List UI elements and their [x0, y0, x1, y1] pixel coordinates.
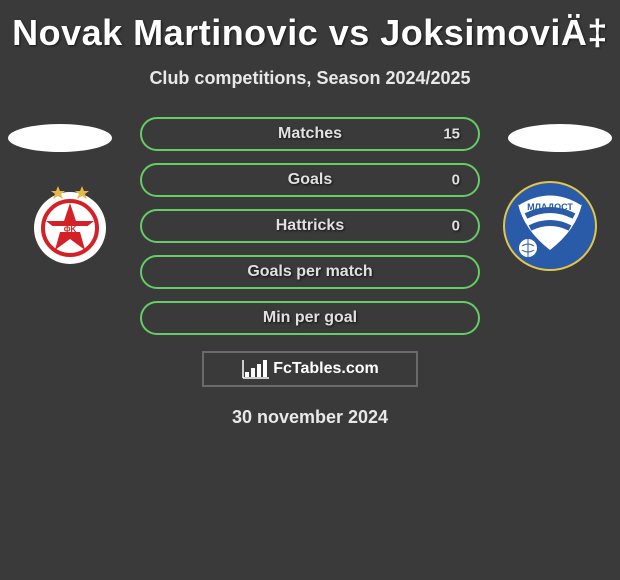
club-right-crest: МЛАДОСТ [498, 180, 602, 272]
stat-label: Goals [288, 171, 332, 189]
stat-row: Goals 0 [140, 163, 480, 197]
svg-text:ФK: ФK [64, 225, 77, 234]
bar-chart-icon [241, 358, 271, 380]
player-right-ellipse [508, 124, 612, 152]
brand-box[interactable]: FcTables.com [202, 351, 418, 387]
stat-row: Goals per match [140, 255, 480, 289]
stat-right-value: 0 [452, 218, 460, 235]
stat-right-value: 0 [452, 172, 460, 189]
subtitle: Club competitions, Season 2024/2025 [0, 68, 620, 89]
stat-right-value: 15 [443, 126, 460, 143]
stat-label: Hattricks [276, 217, 344, 235]
stat-row: Matches 15 [140, 117, 480, 151]
club-left-crest: ФK [18, 176, 122, 264]
stat-row: Hattricks 0 [140, 209, 480, 243]
player-left-ellipse [8, 124, 112, 152]
page-title: Novak Martinovic vs JoksimoviÄ‡ [0, 0, 620, 54]
brand-name: FcTables.com [273, 360, 379, 378]
stat-label: Min per goal [263, 309, 357, 327]
stat-label: Goals per match [247, 263, 372, 281]
stat-label: Matches [278, 125, 342, 143]
stat-row: Min per goal [140, 301, 480, 335]
date-text: 30 november 2024 [0, 407, 620, 428]
svg-text:МЛАДОСТ: МЛАДОСТ [527, 202, 573, 212]
